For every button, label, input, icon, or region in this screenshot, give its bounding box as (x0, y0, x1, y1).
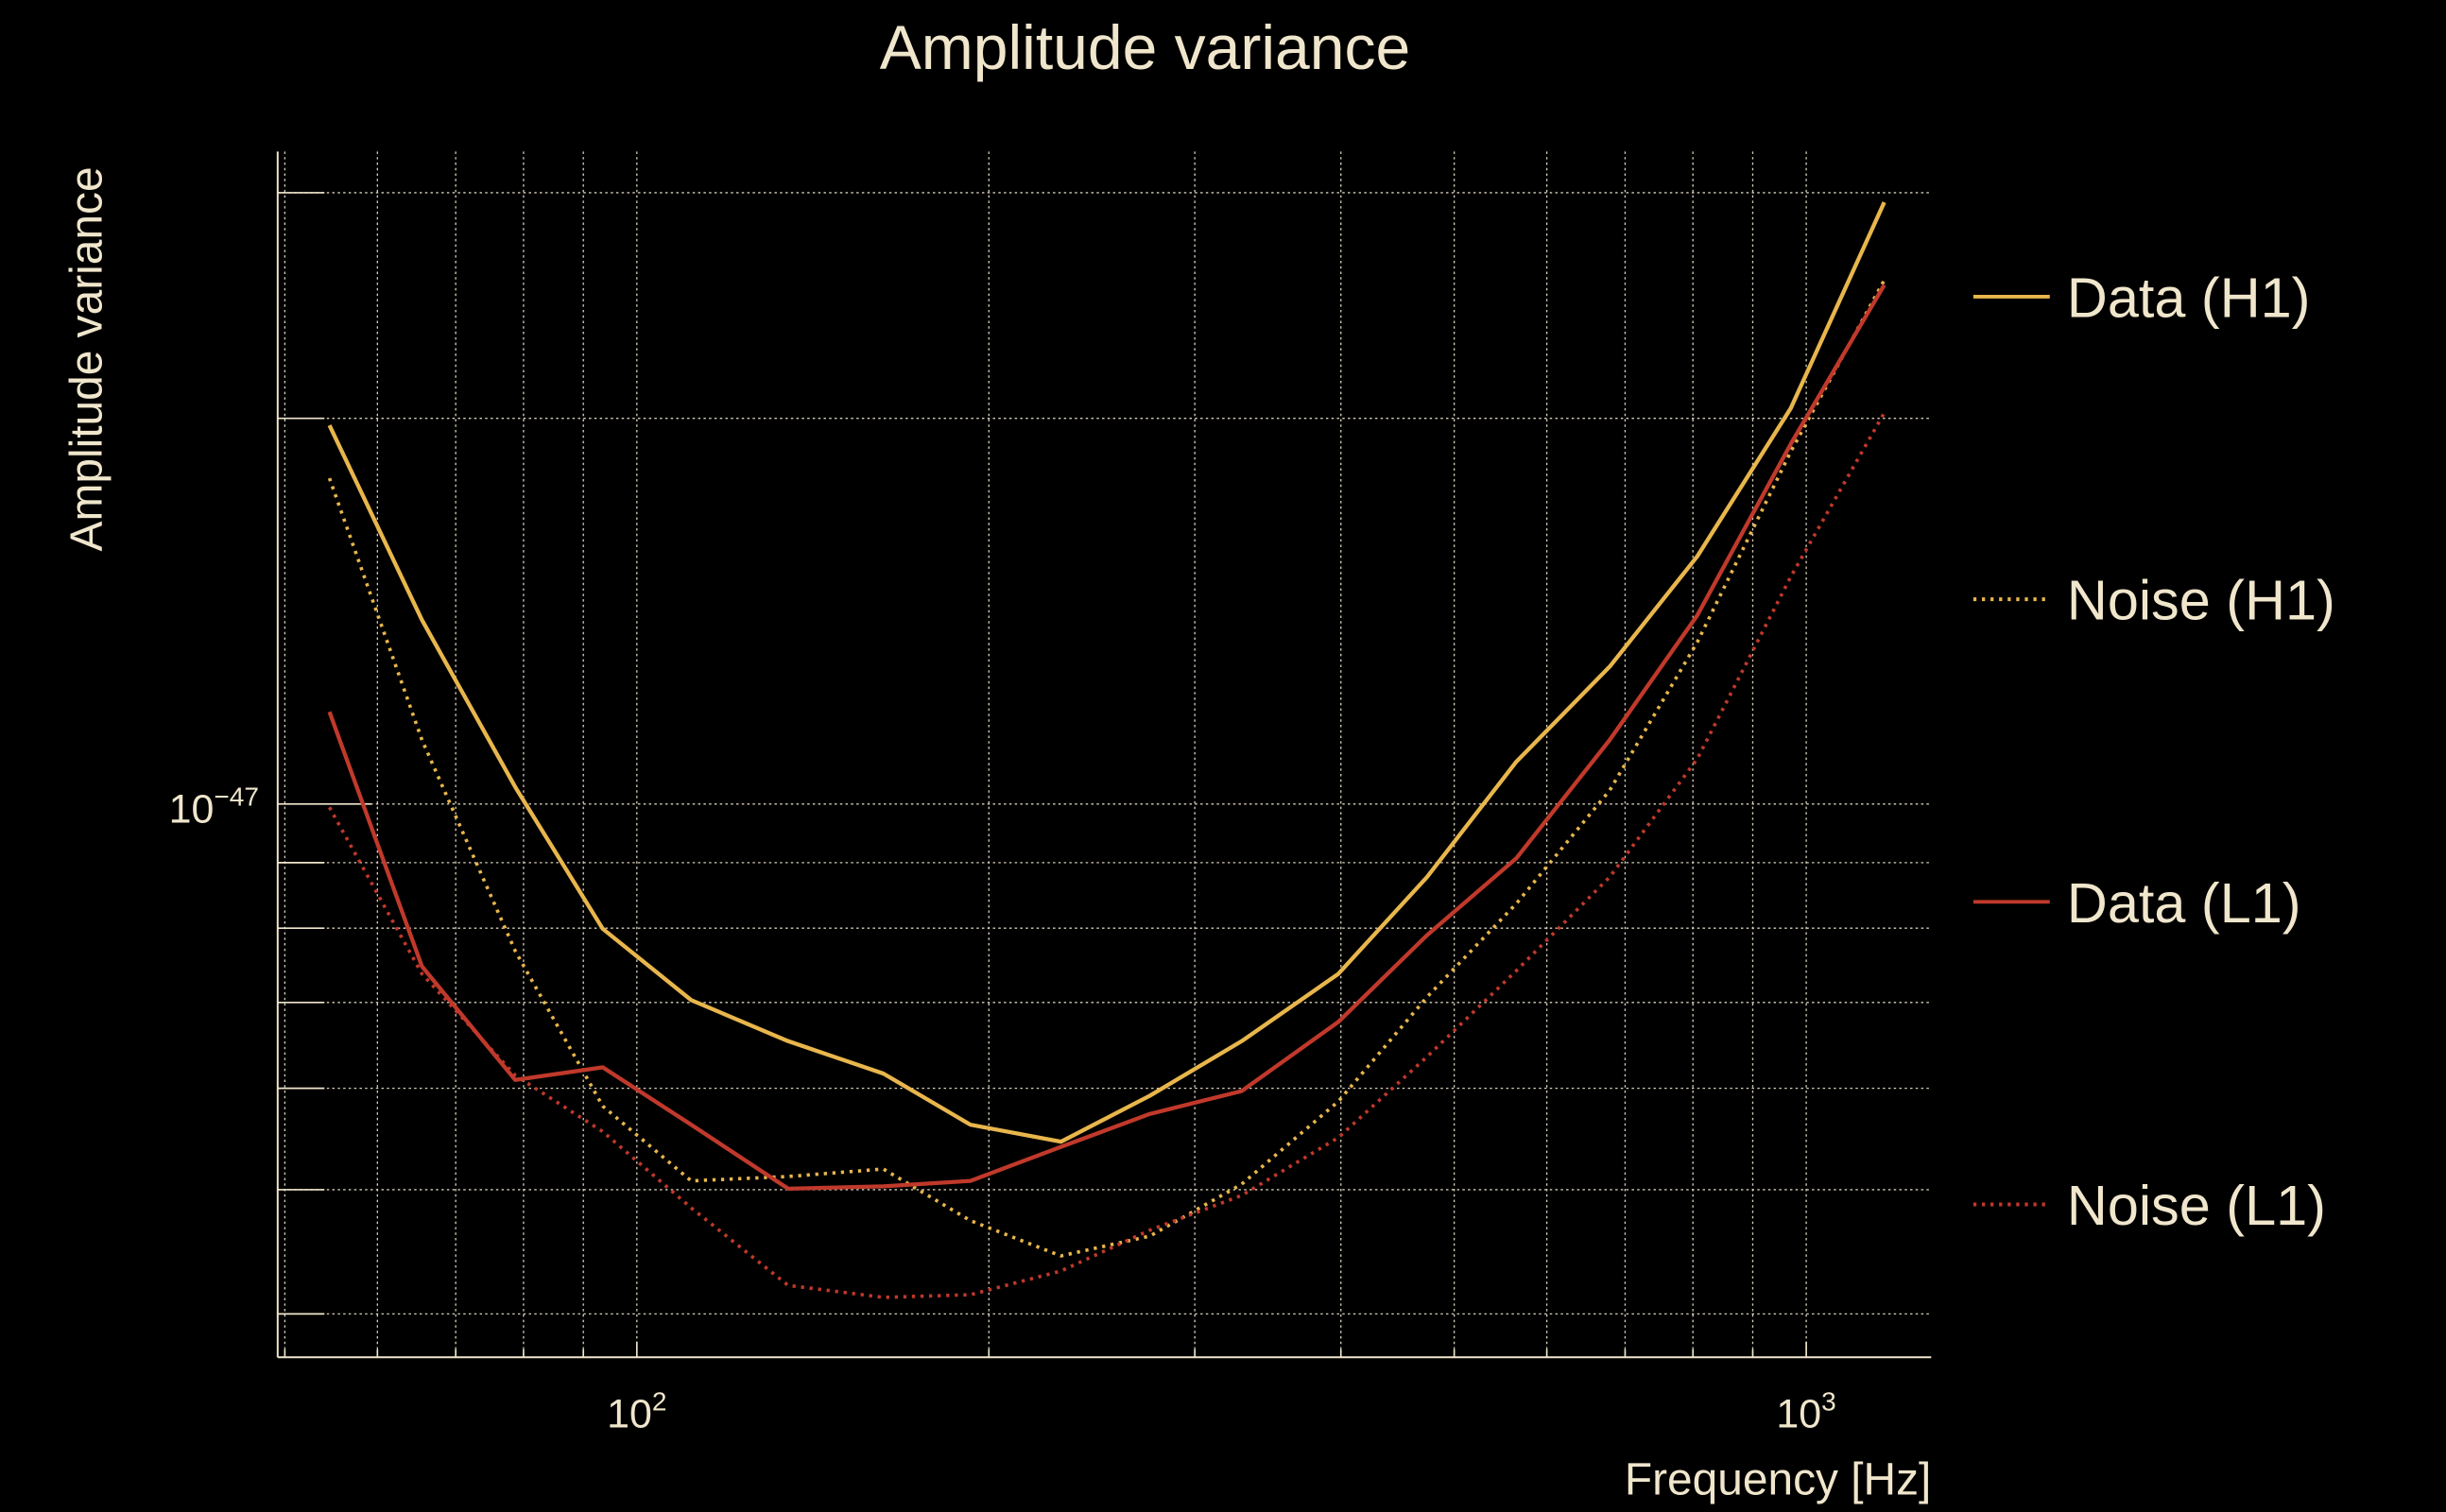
grid (277, 151, 1932, 1358)
y-tick-label-base: 10 (169, 787, 215, 833)
x-tick-label-base: 10 (607, 1392, 652, 1437)
y-tick-label: 10−47 (169, 782, 259, 832)
x-tick-label-exponent: 3 (1821, 1386, 1836, 1416)
legend-label-data-l1: Data (L1) (2067, 871, 2301, 935)
y-tick-label-exponent: −47 (214, 782, 259, 811)
legend-label-noise-l1: Noise (L1) (2067, 1174, 2326, 1237)
series-line-data-l1 (327, 284, 1886, 1191)
x-tick-label-exponent: 2 (652, 1386, 667, 1416)
legend-label-noise-h1: Noise (H1) (2067, 569, 2335, 632)
x-tick-label: 102 (607, 1386, 666, 1436)
series-line-noise-h1 (327, 279, 1886, 1258)
series-lines (327, 201, 1886, 1299)
x-tick-label: 103 (1776, 1386, 1835, 1436)
x-axis-label: Frequency [Hz] (1625, 1455, 1931, 1505)
legend-label-data-h1: Data (H1) (2067, 266, 2311, 329)
chart-title: Amplitude variance (880, 12, 1410, 82)
series-line-noise-l1 (328, 411, 1886, 1299)
series-line-data-h1 (327, 201, 1886, 1144)
x-tick-label-base: 10 (1776, 1392, 1821, 1437)
legend: Data (H1) Noise (H1) Data (L1) Noise (L1) (1972, 266, 2335, 1237)
y-axis-label: Amplitude variance (61, 166, 112, 551)
